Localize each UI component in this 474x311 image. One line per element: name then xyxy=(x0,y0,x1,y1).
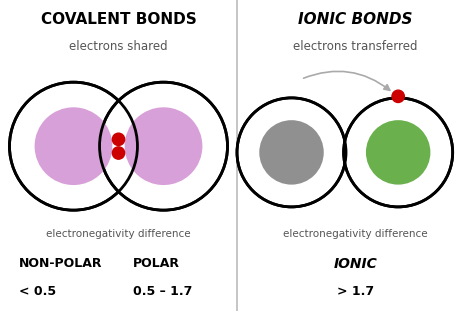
Text: electrons transferred: electrons transferred xyxy=(293,40,418,53)
Text: 0.5 – 1.7: 0.5 – 1.7 xyxy=(133,285,192,298)
Ellipse shape xyxy=(344,98,453,207)
Ellipse shape xyxy=(35,107,112,185)
Ellipse shape xyxy=(112,147,125,159)
Ellipse shape xyxy=(392,90,404,103)
Text: POLAR: POLAR xyxy=(133,257,180,270)
Text: IONIC BONDS: IONIC BONDS xyxy=(298,12,413,27)
Text: COVALENT BONDS: COVALENT BONDS xyxy=(41,12,196,27)
Ellipse shape xyxy=(366,120,430,185)
Text: NON-POLAR: NON-POLAR xyxy=(19,257,102,270)
Text: electronegativity difference: electronegativity difference xyxy=(46,229,191,239)
Ellipse shape xyxy=(100,82,228,210)
Text: < 0.5: < 0.5 xyxy=(19,285,56,298)
Ellipse shape xyxy=(9,82,137,210)
Ellipse shape xyxy=(237,98,346,207)
Text: > 1.7: > 1.7 xyxy=(337,285,374,298)
Text: electrons shared: electrons shared xyxy=(69,40,168,53)
Ellipse shape xyxy=(125,107,202,185)
Ellipse shape xyxy=(112,133,125,146)
Text: electronegativity difference: electronegativity difference xyxy=(283,229,428,239)
Text: IONIC: IONIC xyxy=(334,257,377,271)
Ellipse shape xyxy=(259,120,324,185)
